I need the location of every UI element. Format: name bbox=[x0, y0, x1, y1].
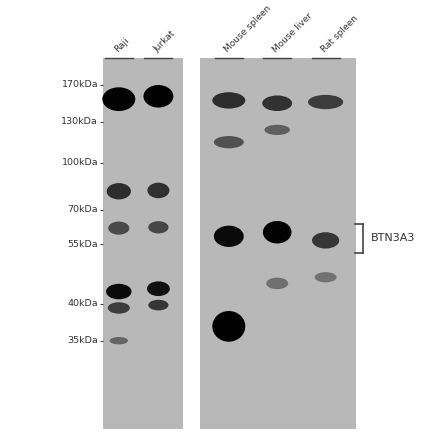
Ellipse shape bbox=[263, 221, 291, 243]
Text: 170kDa: 170kDa bbox=[62, 80, 98, 90]
Ellipse shape bbox=[266, 278, 288, 289]
Text: 35kDa: 35kDa bbox=[67, 336, 98, 345]
Ellipse shape bbox=[262, 96, 292, 111]
Text: 55kDa: 55kDa bbox=[67, 240, 98, 249]
Text: 100kDa: 100kDa bbox=[62, 158, 98, 167]
Ellipse shape bbox=[264, 125, 290, 135]
Ellipse shape bbox=[110, 337, 128, 344]
Text: Raji: Raji bbox=[113, 36, 131, 54]
Bar bbox=[200, 58, 356, 429]
Ellipse shape bbox=[108, 221, 129, 235]
Text: 70kDa: 70kDa bbox=[67, 205, 98, 214]
Text: Mouse liver: Mouse liver bbox=[271, 11, 314, 54]
Ellipse shape bbox=[212, 311, 246, 342]
Ellipse shape bbox=[108, 302, 130, 314]
Ellipse shape bbox=[148, 221, 169, 233]
Text: 40kDa: 40kDa bbox=[67, 299, 98, 308]
Ellipse shape bbox=[315, 272, 337, 282]
Ellipse shape bbox=[147, 281, 170, 296]
Text: Rat spleen: Rat spleen bbox=[319, 14, 359, 54]
Text: Mouse spleen: Mouse spleen bbox=[223, 4, 273, 54]
Ellipse shape bbox=[143, 85, 173, 108]
Ellipse shape bbox=[308, 95, 343, 109]
Ellipse shape bbox=[212, 92, 246, 108]
Text: Jurkat: Jurkat bbox=[152, 29, 177, 54]
Ellipse shape bbox=[107, 183, 131, 199]
Text: 130kDa: 130kDa bbox=[61, 117, 98, 126]
Ellipse shape bbox=[214, 136, 244, 148]
Ellipse shape bbox=[102, 87, 136, 111]
Bar bbox=[103, 58, 183, 429]
Ellipse shape bbox=[214, 226, 244, 247]
Ellipse shape bbox=[148, 300, 169, 310]
Ellipse shape bbox=[147, 183, 169, 198]
Ellipse shape bbox=[106, 284, 132, 299]
Text: BTN3A3: BTN3A3 bbox=[371, 233, 415, 243]
Ellipse shape bbox=[312, 232, 339, 249]
